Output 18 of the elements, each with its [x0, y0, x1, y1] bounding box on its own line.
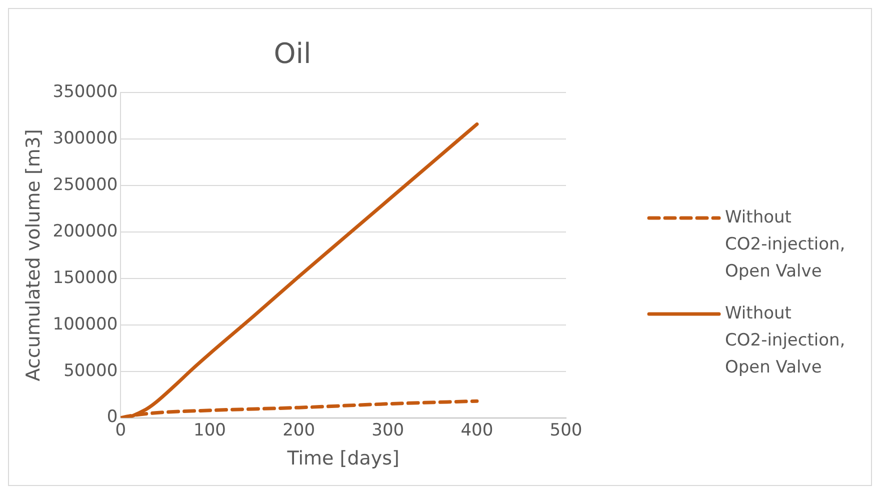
legend-label: Without CO2-injection, Open Valve: [725, 303, 846, 378]
y-tick-label: 100000: [52, 314, 118, 334]
y-axis-title: Accumulated volume [m3]: [22, 129, 44, 382]
y-tick-label: 250000: [52, 174, 118, 195]
x-axis-title: Time [days]: [286, 448, 400, 470]
x-tick-label: 500: [550, 420, 582, 440]
x-tick-label: 100: [194, 420, 226, 440]
y-tick-label: 300000: [52, 128, 118, 148]
chart-title: Oil: [274, 37, 312, 70]
y-tick-label: 200000: [52, 221, 118, 242]
y-tick-label: 350000: [52, 82, 118, 102]
y-tick-label: 50000: [64, 360, 118, 381]
legend-label: Without CO2-injection, Open Valve: [725, 207, 846, 282]
x-tick-label: 300: [372, 420, 404, 440]
x-tick-label: 400: [460, 420, 494, 440]
y-tick-label: 150000: [52, 268, 118, 288]
x-tick-label: 200: [282, 420, 316, 440]
y-tick-label: 0: [106, 407, 118, 428]
